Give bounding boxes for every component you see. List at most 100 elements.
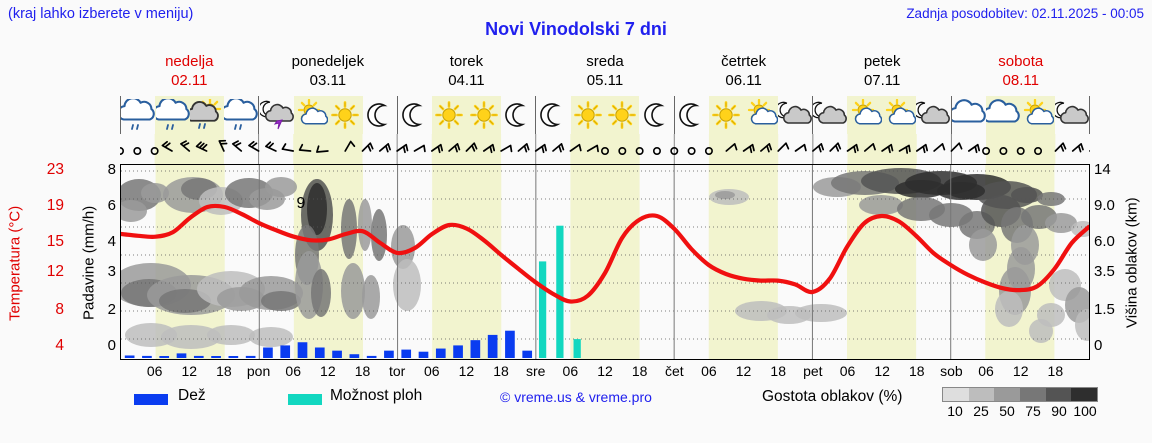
precip-bar xyxy=(384,350,394,358)
weather-icon-day-1 xyxy=(259,96,398,134)
day-header-0: nedelja 02.11 xyxy=(120,52,259,94)
wind-barb xyxy=(687,147,696,156)
cloud-density-blob xyxy=(307,183,327,235)
sun-cloud-icon xyxy=(847,96,882,134)
wind-barb xyxy=(281,143,295,152)
wind-barb xyxy=(898,144,911,154)
day-name: torek xyxy=(449,53,484,70)
sun-cloud-rain-icon xyxy=(189,96,225,134)
temperature-axis-title: Temperatura (°C) xyxy=(6,205,24,321)
cloud-density-blob xyxy=(795,304,847,322)
precip-bar xyxy=(228,356,239,358)
wind-barb xyxy=(534,143,547,154)
cloud-ramp-step-0 xyxy=(943,388,969,401)
wind-barb xyxy=(361,142,374,152)
day-header-3: sreda 05.11 xyxy=(536,52,675,94)
precip-bar xyxy=(211,356,221,358)
weather-icon-row xyxy=(120,96,1090,134)
wind-barb xyxy=(881,143,894,154)
time-tick-8: 06 xyxy=(423,363,440,379)
cloud-density-blob xyxy=(1075,309,1089,341)
wind-barb xyxy=(378,143,391,153)
time-tick-24: 06 xyxy=(978,363,994,379)
cloud-density-blob xyxy=(393,259,421,311)
showers-bar xyxy=(538,261,547,358)
menu-hint-text: (kraj lahko izberete v meniju) xyxy=(8,6,194,22)
wind-barb xyxy=(465,142,478,152)
showers-bar xyxy=(573,339,581,358)
temperature-tick-0: 23 xyxy=(46,161,64,178)
wind-barb xyxy=(933,143,946,152)
cloud-density-blob xyxy=(311,269,331,317)
temperature-value-label: 10 xyxy=(722,165,740,169)
wind-barb xyxy=(999,147,1008,156)
wind-barb xyxy=(448,143,461,153)
forecast-plot: 16191417918101810181017121712 xyxy=(120,164,1090,360)
wind-barb xyxy=(635,147,644,156)
wind-barb xyxy=(812,143,825,153)
day-date: 08.11 xyxy=(1002,72,1039,89)
temperature-tick-1: 19 xyxy=(46,197,64,214)
cloud-density-blob xyxy=(207,325,255,345)
wind-barb-row xyxy=(115,134,1102,164)
sun-icon xyxy=(432,96,467,134)
precipitation-tick-5: 0 xyxy=(107,337,116,354)
showers-legend-swatch xyxy=(288,394,322,405)
cloud-density-blob xyxy=(371,209,387,261)
wind-barb xyxy=(760,143,773,153)
cloud-height-tick-2: 6.0 xyxy=(1094,233,1115,250)
rain-cloud-icon xyxy=(155,96,190,134)
rain-cloud-icon xyxy=(121,96,156,134)
temperature-line xyxy=(121,203,1089,304)
precip-bar xyxy=(332,350,342,358)
rain-legend-label: Dež xyxy=(178,387,206,404)
wind-barb xyxy=(180,140,191,152)
sun-cloud-icon xyxy=(881,96,917,134)
temperature-tick-2: 15 xyxy=(46,233,64,250)
temperature-tick-5: 4 xyxy=(55,337,64,354)
precipitation-tick-0: 8 xyxy=(107,161,116,178)
wind-barb xyxy=(344,140,356,152)
precip-bar xyxy=(176,353,187,358)
precip-bar xyxy=(470,340,481,358)
day-header-row: nedelja 02.11 ponedeljek 03.11 torek 04.11 sre… xyxy=(120,52,1090,94)
wind-barb xyxy=(569,143,582,152)
time-tick-4: 06 xyxy=(285,363,301,379)
cloud-ramp-tick-4: 90 xyxy=(1051,403,1067,419)
time-tick-26: 18 xyxy=(1047,363,1064,379)
cloud-density-legend-label: Gostota oblakov (%) xyxy=(762,388,903,405)
cloud-ramp-tick-1: 25 xyxy=(973,403,989,419)
sun-icon xyxy=(570,96,605,134)
moon-cloud-icon xyxy=(916,96,951,134)
wind-barb xyxy=(794,143,807,152)
precip-bar xyxy=(418,351,429,358)
cloud-density-blob xyxy=(358,199,372,251)
cloud-height-tick-3: 3.5 xyxy=(1094,263,1115,280)
cloud-density-blob xyxy=(1037,192,1065,206)
time-tick-16: 06 xyxy=(701,363,717,379)
precip-bar xyxy=(366,355,377,358)
wind-barb xyxy=(552,143,565,153)
cloud-ramp-step-4 xyxy=(1045,388,1072,401)
wind-barb xyxy=(482,143,496,154)
cloud-density-blob xyxy=(141,183,169,203)
wind-barb xyxy=(725,143,738,152)
daytime-band xyxy=(432,165,502,359)
cloud-icon xyxy=(951,96,986,134)
wind-barb xyxy=(1016,147,1025,156)
wind-barb xyxy=(195,141,208,152)
time-tick-22: 18 xyxy=(908,363,925,379)
showers-bar xyxy=(556,225,564,358)
showers-legend-label: Možnost ploh xyxy=(330,387,423,404)
wind-barb xyxy=(298,143,312,152)
copyright-link[interactable]: © vreme.us & vreme.pro xyxy=(500,389,652,405)
time-tick-19: pet xyxy=(803,363,823,379)
precip-bar xyxy=(142,355,152,358)
wind-barb xyxy=(248,140,260,152)
cloud-density-blob xyxy=(341,199,357,259)
cloud-density-blob xyxy=(995,291,1023,327)
temperature-value-label: 9 xyxy=(297,195,306,212)
cloud-ramp-step-5 xyxy=(1071,388,1098,401)
wind-barb xyxy=(863,143,876,152)
moon-cloud-icon xyxy=(1054,96,1089,134)
